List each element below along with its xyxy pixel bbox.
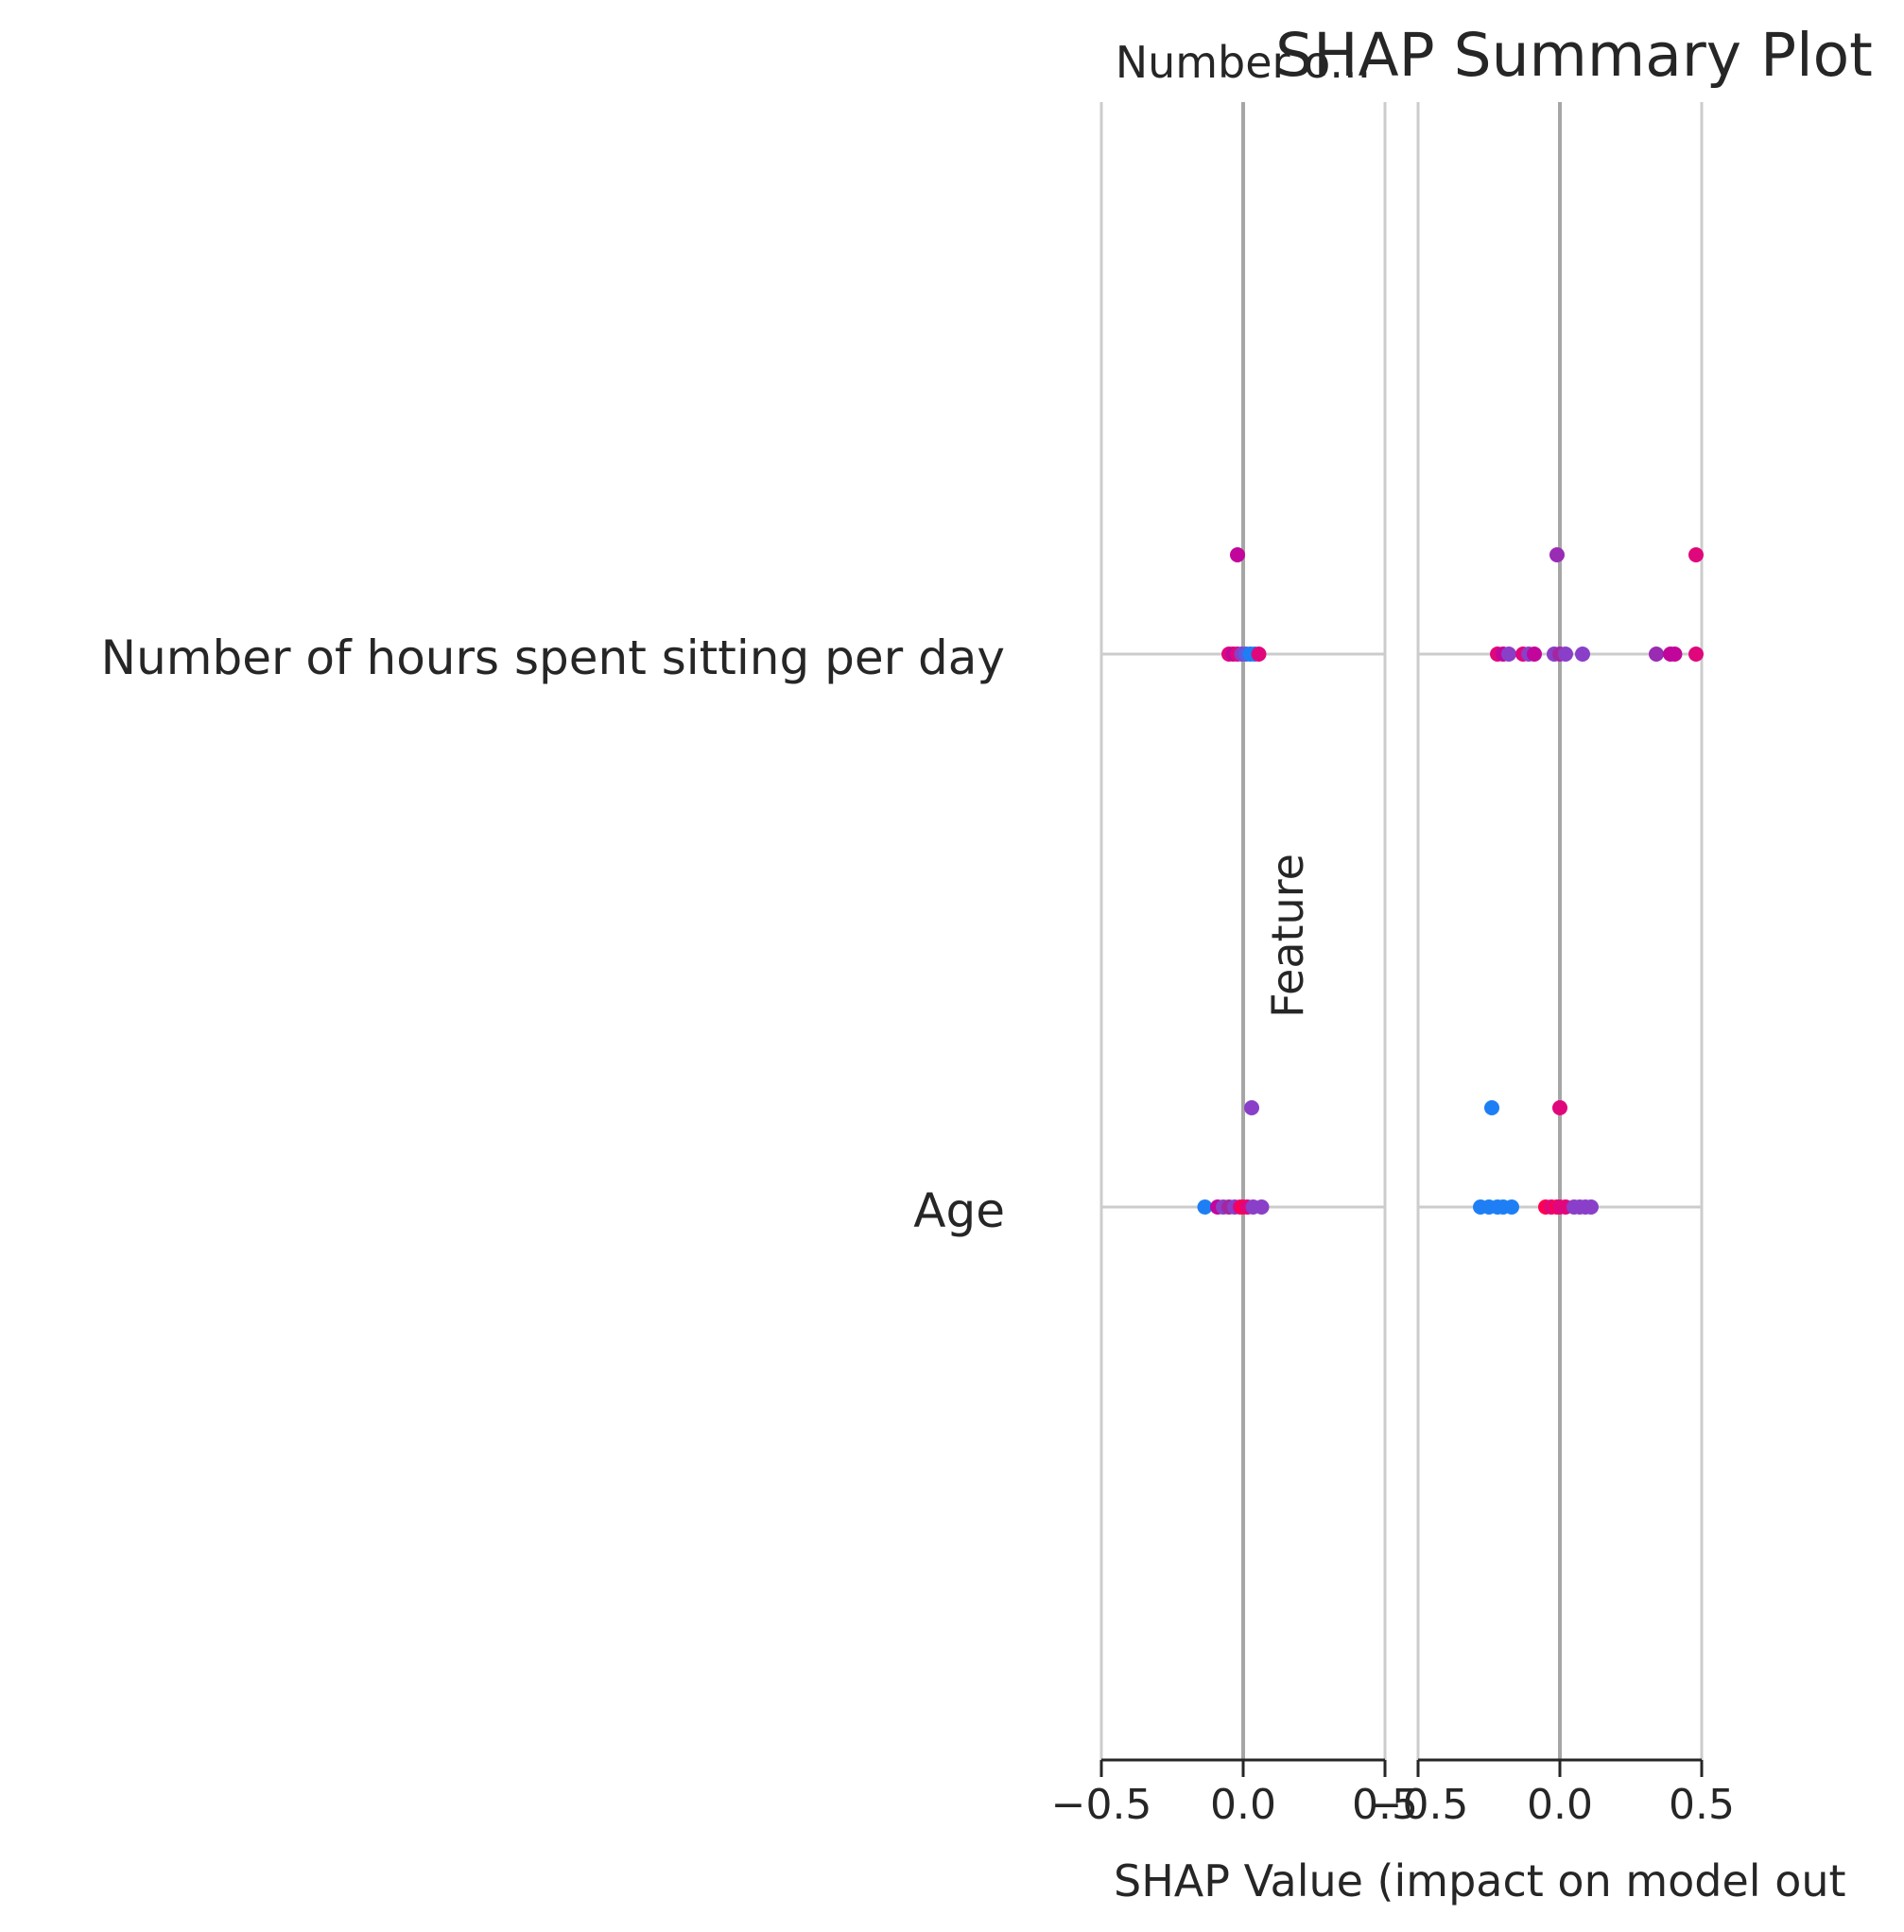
panel-2-point-7 (1527, 647, 1542, 662)
panel-2-tick-label-1: 0.0 (1527, 1781, 1593, 1829)
panel-1-tick-label-0: −0.5 (1051, 1781, 1152, 1829)
panel-2-point-4 (1501, 647, 1516, 662)
panel-2-point-1 (1688, 547, 1704, 562)
x-axis-label: SHAP Value (impact on model out (1114, 1855, 1846, 1906)
panel-2-point-11 (1575, 647, 1590, 662)
panel-2-point-15 (1688, 647, 1704, 662)
feature-label-2: Age (913, 1183, 1005, 1238)
chart-title: SHAP Summary Plot (1275, 21, 1873, 90)
panel-2-point-17 (1552, 1100, 1567, 1115)
panel-2-point-14 (1667, 647, 1683, 662)
panel-2-tick-label-0: −0.5 (1368, 1781, 1469, 1829)
panel-1-point-19 (1254, 1199, 1270, 1215)
panel-2-point-12 (1649, 647, 1664, 662)
panel-2-point-16 (1484, 1100, 1499, 1115)
panel-2-point-10 (1558, 647, 1573, 662)
panel-1-point-0 (1230, 547, 1245, 562)
panel-1-tick-label-1: 0.0 (1210, 1781, 1276, 1829)
panel-1-point-8 (1251, 647, 1267, 662)
plot-panels: −0.5 0.0 0.5−0.5 0.0 0.5 (1051, 102, 1735, 1829)
panel-2-point-0 (1549, 547, 1565, 562)
panel-2-tick-label-2: 0.5 (1669, 1781, 1735, 1829)
panel-2-point-31 (1584, 1199, 1599, 1215)
y-axis-label: Feature (1262, 854, 1313, 1018)
panel-1-title: Number o... (1116, 37, 1372, 88)
panel-1-point-10 (1197, 1199, 1213, 1215)
panel-2-point-22 (1504, 1199, 1519, 1215)
panel-1-point-9 (1244, 1100, 1259, 1115)
feature-label-1: Number of hours spent sitting per day (101, 630, 1005, 685)
panel-1-tick-label-2: 0.5 (1352, 1781, 1418, 1829)
